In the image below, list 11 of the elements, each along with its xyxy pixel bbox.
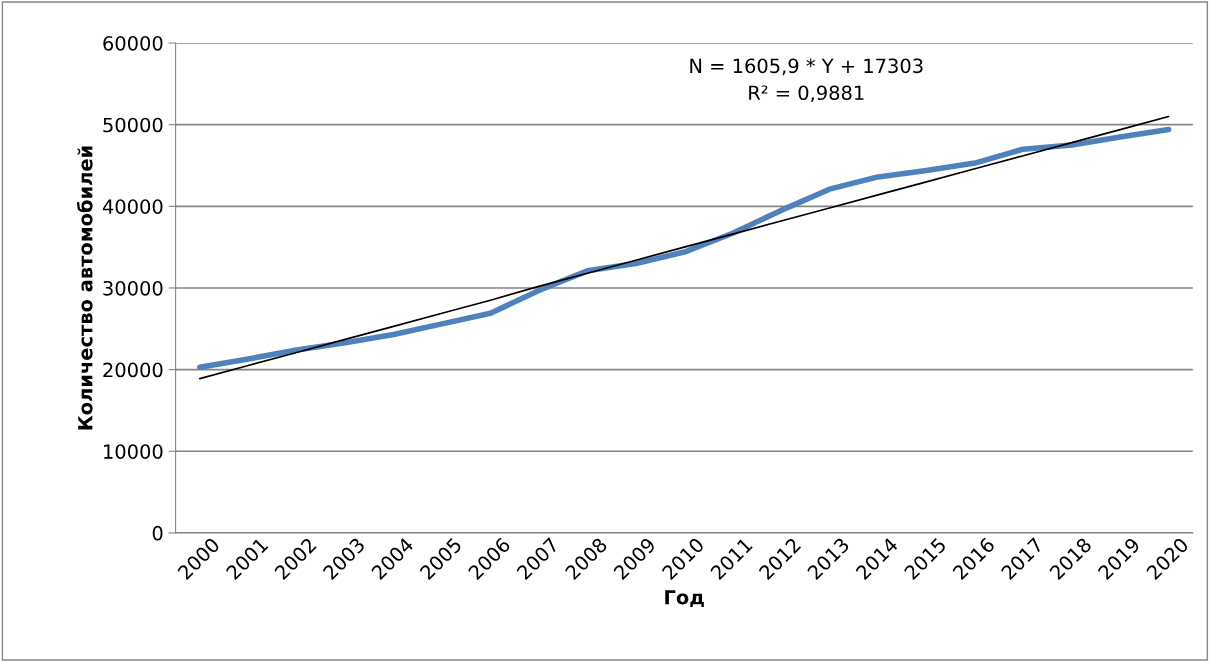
x-axis-title: Год <box>665 590 704 607</box>
y-tick-label: 0 <box>152 525 163 541</box>
y-tick-label: 50000 <box>103 117 163 133</box>
y-tick-label: 40000 <box>102 199 163 214</box>
y-tick-label: 20000 <box>103 362 163 378</box>
annotation: R² = 0,9881 <box>749 85 864 103</box>
y-tick-label: 60000 <box>103 35 163 51</box>
y-axis-title: Количество автомобилей <box>76 146 93 430</box>
annotation: N = 1605,9 * Y + 17303 <box>690 58 923 76</box>
y-tick-label: 10000 <box>104 444 163 459</box>
y-tick-label: 30000 <box>103 280 163 296</box>
